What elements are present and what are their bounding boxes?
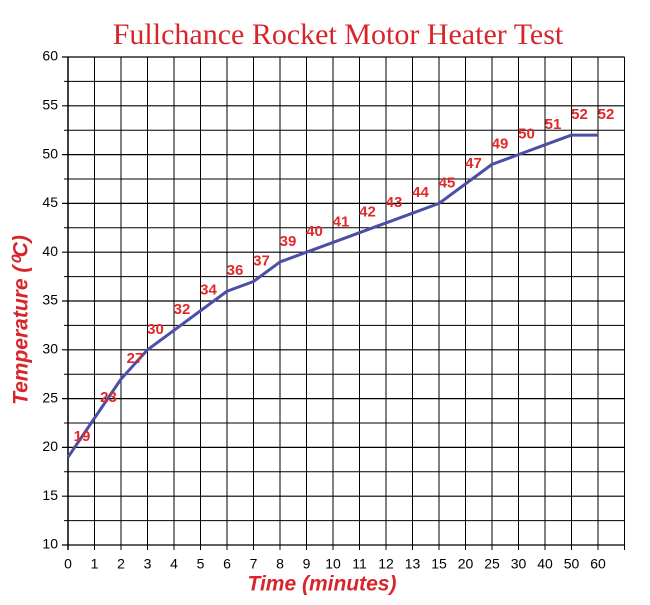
data-label: 36 <box>227 262 244 279</box>
y-axis-label: Temperature (⁰C) <box>10 235 33 405</box>
data-label: 40 <box>306 223 323 240</box>
data-label: 47 <box>465 155 482 172</box>
data-label: 19 <box>74 428 91 445</box>
data-label: 37 <box>253 252 270 269</box>
x-tick-label: 30 <box>511 556 527 572</box>
data-label: 52 <box>571 106 588 123</box>
data-label: 41 <box>333 213 350 230</box>
y-tick-label: 50 <box>42 145 58 161</box>
y-tick-label: 35 <box>42 292 58 308</box>
y-tick-label: 20 <box>42 438 58 454</box>
x-tick-label: 6 <box>223 556 231 572</box>
x-tick-label: 25 <box>484 556 500 572</box>
data-label: 34 <box>200 282 217 299</box>
x-tick-label: 12 <box>378 556 394 572</box>
data-line <box>66 133 598 459</box>
y-tick-label: 60 <box>42 48 58 64</box>
y-tick-label: 10 <box>42 536 58 552</box>
x-tick-label: 15 <box>431 556 447 572</box>
data-label: 44 <box>412 184 429 201</box>
y-tick-label: 40 <box>42 243 58 259</box>
x-tick-label: 4 <box>170 556 178 572</box>
data-label: 49 <box>492 135 509 152</box>
data-label: 43 <box>386 194 403 211</box>
x-tick-label: 7 <box>250 556 258 572</box>
x-tick-label: 2 <box>117 556 125 572</box>
data-label: 23 <box>100 389 117 406</box>
chart-title: Fullchance Rocket Motor Heater Test <box>113 18 564 51</box>
x-axis-label: Time (minutes) <box>248 573 397 596</box>
x-tick-label: 60 <box>590 556 606 572</box>
x-tick-label: 1 <box>91 556 99 572</box>
x-tick-label: 40 <box>537 556 553 572</box>
data-label: 42 <box>359 204 376 221</box>
y-tick-label: 25 <box>42 389 58 405</box>
x-tick-label: 13 <box>405 556 421 572</box>
data-label: 39 <box>280 233 297 250</box>
y-tick-label: 55 <box>42 97 58 113</box>
x-tick-label: 11 <box>352 556 367 572</box>
y-tick-label: 30 <box>42 341 58 357</box>
x-tick-label: 9 <box>303 556 311 572</box>
x-tick-label: 3 <box>144 556 152 572</box>
y-tick-label: 45 <box>42 194 58 210</box>
x-tick-label: 0 <box>64 556 72 572</box>
y-tick-label: 15 <box>42 487 58 503</box>
data-label: 50 <box>518 126 535 143</box>
data-label: 32 <box>174 301 191 318</box>
x-tick-label: 10 <box>325 556 341 572</box>
x-tick-label: 5 <box>197 556 205 572</box>
x-tick-label: 50 <box>564 556 580 572</box>
data-label: 27 <box>127 350 144 367</box>
data-label: 30 <box>147 321 164 338</box>
x-tick-label: 8 <box>276 556 284 572</box>
x-tick-label: 20 <box>458 556 474 572</box>
data-label: 45 <box>439 174 456 191</box>
data-label: 52 <box>598 106 615 123</box>
data-label: 51 <box>545 116 562 133</box>
